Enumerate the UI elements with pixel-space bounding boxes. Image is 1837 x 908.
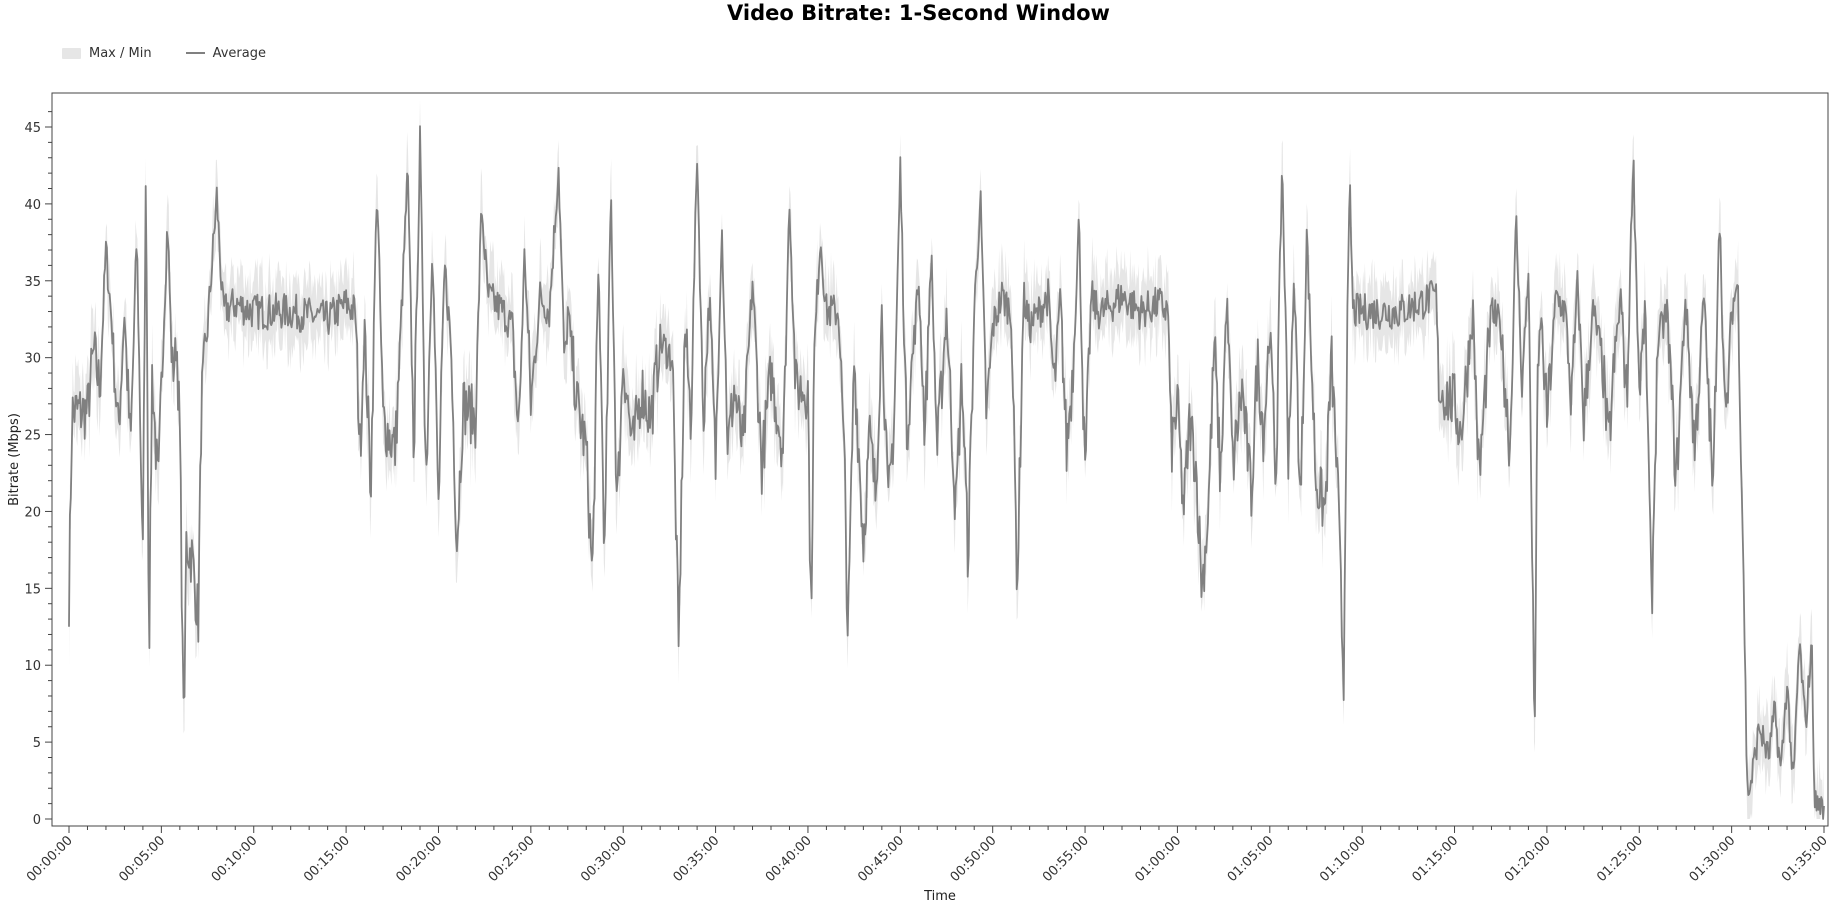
y-tick-label: 30 — [24, 352, 41, 367]
x-tick-label: 00:35:00 — [671, 833, 723, 885]
x-tick-label: 01:10:00 — [1317, 833, 1369, 885]
y-axis: 0 5 10 15 20 25 30 35 40 45 — [24, 111, 52, 828]
x-tick-label: 00:10:00 — [209, 833, 261, 885]
x-tick-label: 00:25:00 — [486, 833, 538, 885]
legend-label-max-min: Max / Min — [89, 45, 152, 61]
y-tick-label: 35 — [24, 275, 41, 290]
x-axis-title: Time — [923, 889, 956, 904]
average-line-layer — [68, 125, 1825, 820]
y-tick-label: 45 — [24, 121, 41, 136]
average-line — [68, 125, 1825, 820]
y-tick-label: 15 — [24, 582, 41, 597]
x-tick-label: 01:30:00 — [1687, 833, 1739, 885]
x-tick-label: 00:20:00 — [393, 833, 445, 885]
plot-frame — [51, 92, 1829, 827]
max-min-band-layer — [69, 99, 1824, 820]
y-axis-title: Bitrate (Mbps) — [7, 413, 22, 506]
max-min-band — [69, 99, 1824, 820]
x-tick-label: 01:00:00 — [1132, 833, 1184, 885]
x-tick-label: 00:00:00 — [24, 833, 76, 885]
x-tick-label: 01:15:00 — [1409, 833, 1461, 885]
x-tick-label: 00:40:00 — [763, 833, 815, 885]
legend: Max / Min Average — [62, 43, 266, 63]
x-axis: 00:00:00 00:05:00 00:10:00 00:15:00 00:20:00… — [24, 826, 1831, 885]
y-tick-label: 40 — [24, 198, 41, 213]
chart-title: Video Bitrate: 1-Second Window — [727, 1, 1110, 25]
x-tick-label: 00:45:00 — [855, 833, 907, 885]
y-tick-label: 25 — [24, 429, 41, 444]
legend-item-average[interactable]: Average — [185, 45, 266, 61]
y-tick-label: 0 — [33, 813, 41, 828]
y-tick-label: 10 — [24, 659, 41, 674]
x-tick-label: 01:05:00 — [1225, 833, 1277, 885]
x-tick-label: 01:25:00 — [1594, 833, 1646, 885]
x-tick-label: 00:50:00 — [948, 833, 1000, 885]
x-tick-label: 00:55:00 — [1040, 833, 1092, 885]
x-tick-label: 00:30:00 — [578, 833, 630, 885]
y-tick-label: 20 — [24, 505, 41, 520]
x-tick-label: 01:20:00 — [1502, 833, 1554, 885]
max-min-swatch — [62, 47, 81, 59]
x-tick-label: 01:35:00 — [1779, 833, 1831, 885]
y-tick-label: 5 — [33, 736, 41, 751]
legend-label-average: Average — [212, 45, 266, 61]
legend-item-max-min[interactable]: Max / Min — [62, 46, 152, 61]
x-tick-label: 00:05:00 — [116, 833, 168, 885]
average-swatch — [185, 52, 205, 54]
x-tick-label: 00:15:00 — [301, 833, 353, 885]
